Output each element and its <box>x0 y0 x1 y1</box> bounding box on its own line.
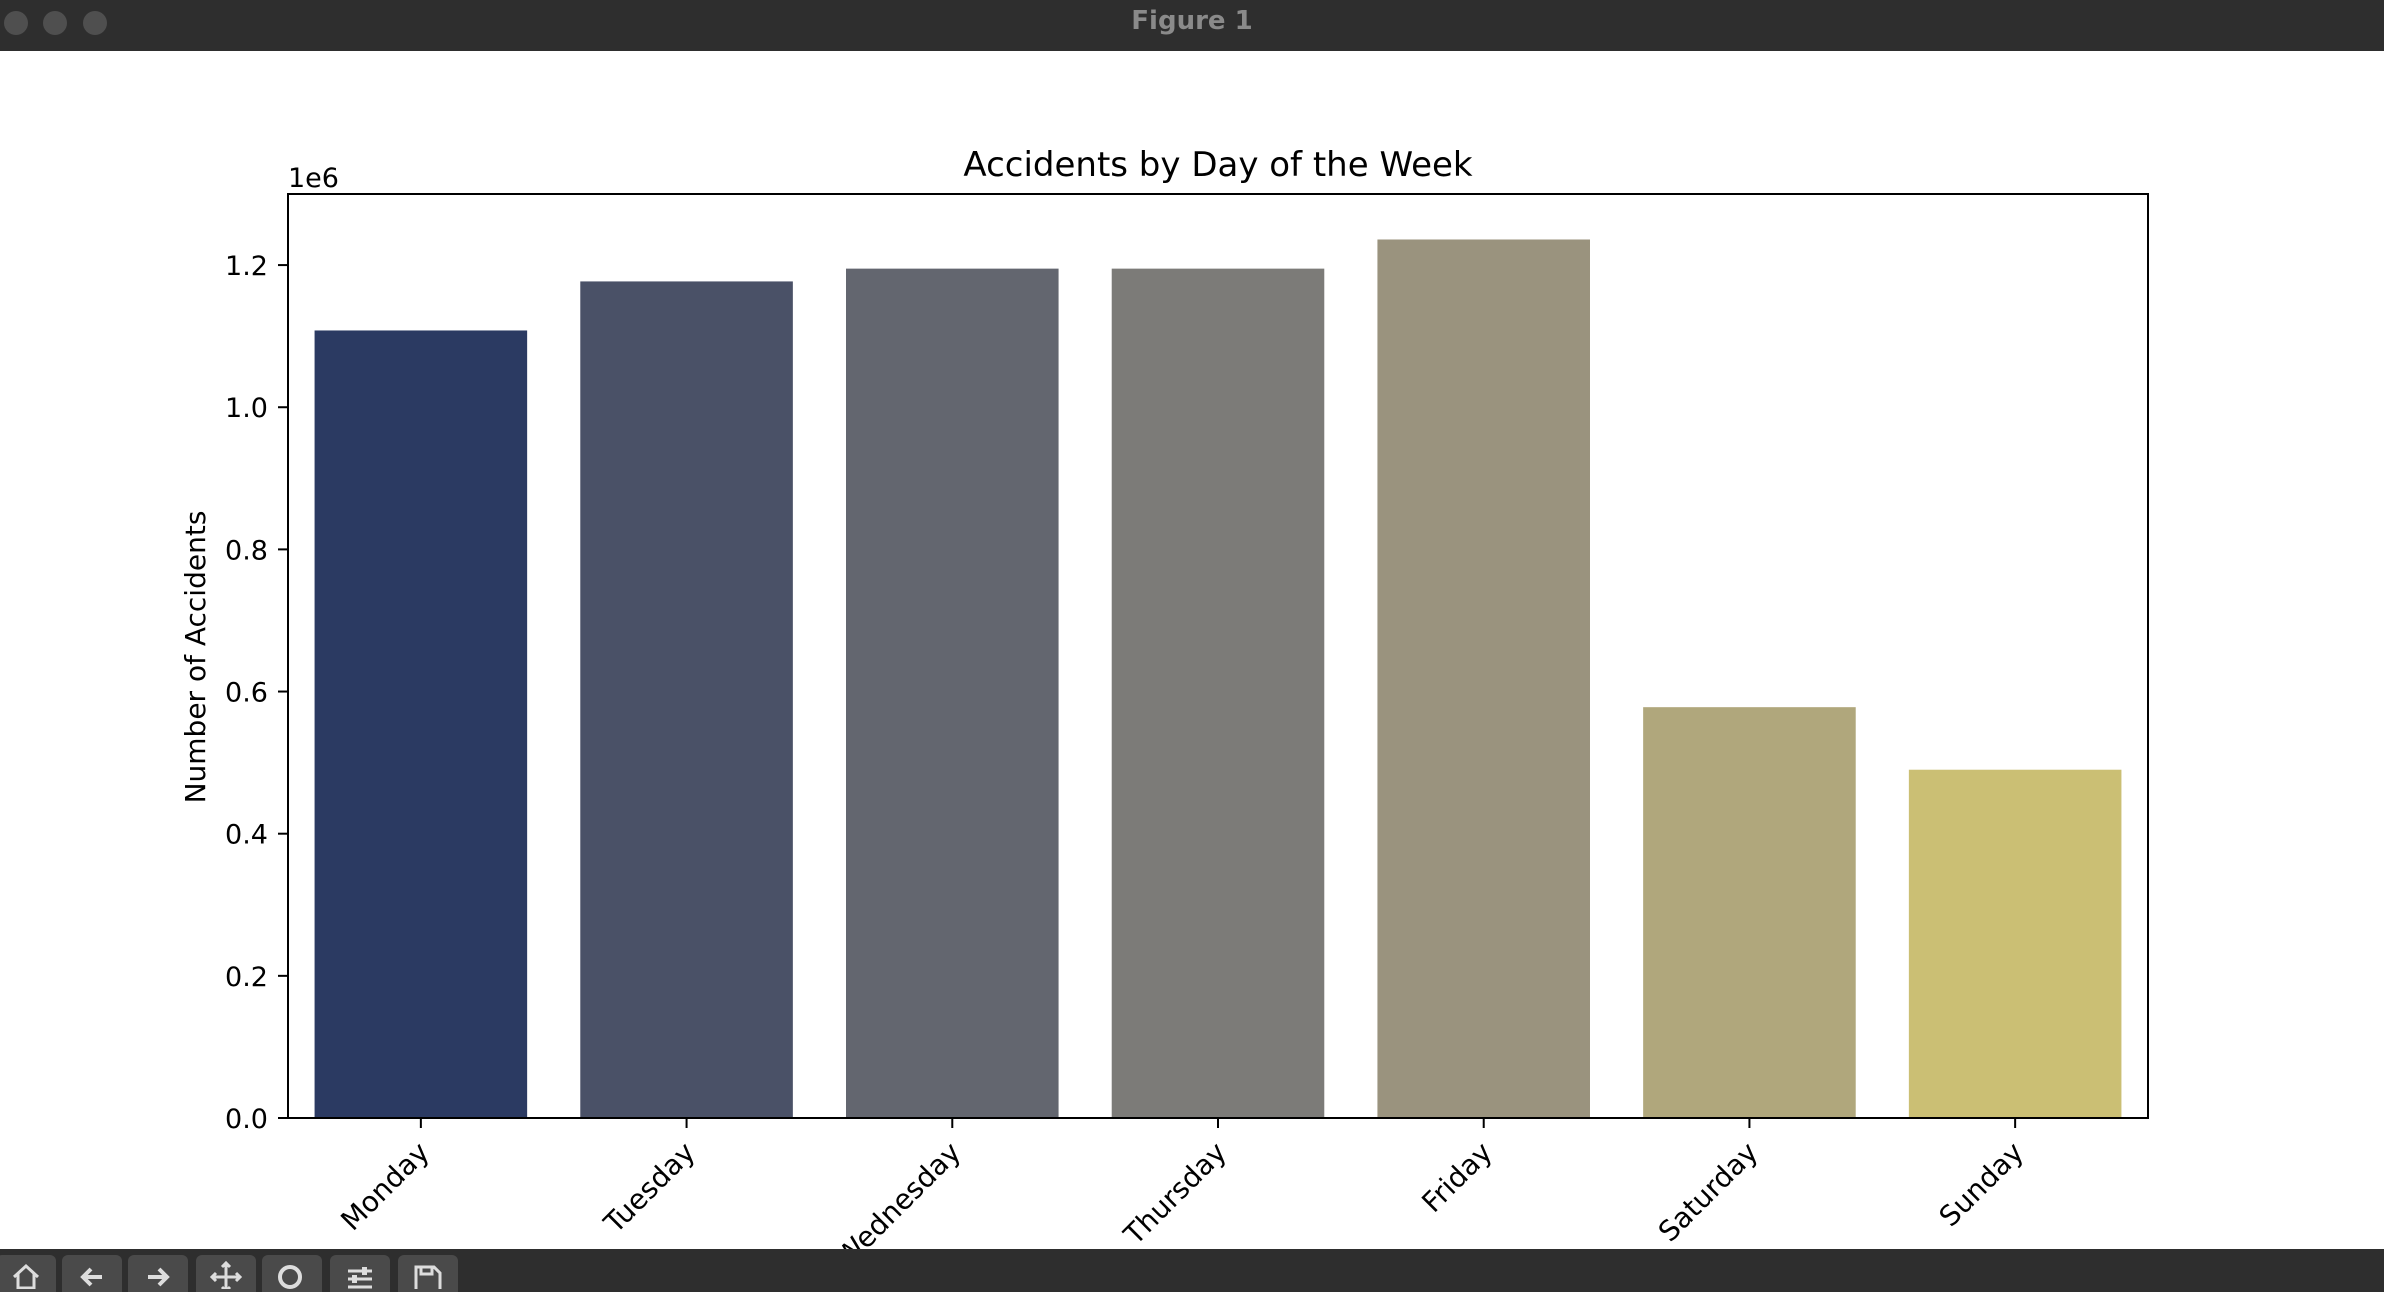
pan-button[interactable] <box>196 1255 256 1292</box>
x-tick-label-friday: Friday <box>1415 1136 1498 1219</box>
window-titlebar: Figure 1 <box>0 0 2384 51</box>
x-tick-label-sunday: Sunday <box>1933 1136 2030 1233</box>
y-axis: 0.0 0.2 0.4 0.6 0.8 1.0 1.2 <box>225 251 288 1135</box>
x-axis: Monday Tuesday Wednesday Thursday Friday Satu… <box>334 1118 2030 1274</box>
y-tick-label: 1.0 <box>225 393 268 424</box>
bar-sunday <box>1908 769 2122 1118</box>
bar-saturday <box>1643 707 1856 1118</box>
maximize-window-button[interactable] <box>83 11 107 35</box>
bar-monday <box>314 330 528 1119</box>
x-tick-label-thursday: Thursday <box>1117 1136 1233 1249</box>
save-disk-icon <box>414 1265 442 1289</box>
x-tick-label-tuesday: Tuesday <box>597 1136 702 1241</box>
forward-button[interactable] <box>128 1255 188 1292</box>
x-tick-label-wednesday: Wednesday <box>829 1136 967 1249</box>
bar-friday <box>1377 239 1590 1118</box>
y-tick-label: 0.8 <box>225 535 268 566</box>
home-icon <box>12 1263 40 1289</box>
configure-subplots-button[interactable] <box>330 1255 390 1292</box>
y-tick-label: 0.4 <box>225 820 268 851</box>
x-tick-label-saturday: Saturday <box>1652 1136 1765 1249</box>
bar-thursday <box>1111 268 1325 1119</box>
back-arrow-icon <box>80 1267 102 1287</box>
chart-title: Accidents by Day of the Week <box>963 145 1472 185</box>
y-axis-offset-label: 1e6 <box>288 163 339 194</box>
minimize-window-button[interactable] <box>43 11 67 35</box>
y-tick-label: 0.6 <box>225 678 268 709</box>
forward-arrow-icon <box>148 1267 170 1287</box>
window-title: Figure 1 <box>1131 6 1253 36</box>
zoom-magnifier-icon <box>278 1265 302 1289</box>
pan-move-icon <box>210 1261 242 1289</box>
y-tick-label: 0.0 <box>225 1104 268 1135</box>
zoom-button[interactable] <box>262 1255 322 1292</box>
x-tick-label-monday: Monday <box>334 1136 436 1238</box>
home-button[interactable] <box>0 1255 56 1292</box>
plot-frame <box>287 193 2149 1119</box>
figure-canvas: Accidents by Day of the Week 1e6 Number … <box>0 51 2384 1274</box>
navigation-toolbar <box>0 1249 2384 1292</box>
y-tick-label: 1.2 <box>225 251 268 282</box>
close-window-button[interactable] <box>4 11 28 35</box>
bars-group <box>314 239 2122 1119</box>
y-axis-label: Number of Accidents <box>179 511 212 804</box>
bar-wednesday <box>846 268 1059 1119</box>
bar-chart: Accidents by Day of the Week 1e6 Number … <box>179 145 2149 1274</box>
save-button[interactable] <box>398 1255 458 1292</box>
back-button[interactable] <box>62 1255 122 1292</box>
y-tick-label: 0.2 <box>225 962 268 993</box>
configure-subplots-icon <box>348 1267 372 1289</box>
bar-tuesday <box>580 281 793 1118</box>
